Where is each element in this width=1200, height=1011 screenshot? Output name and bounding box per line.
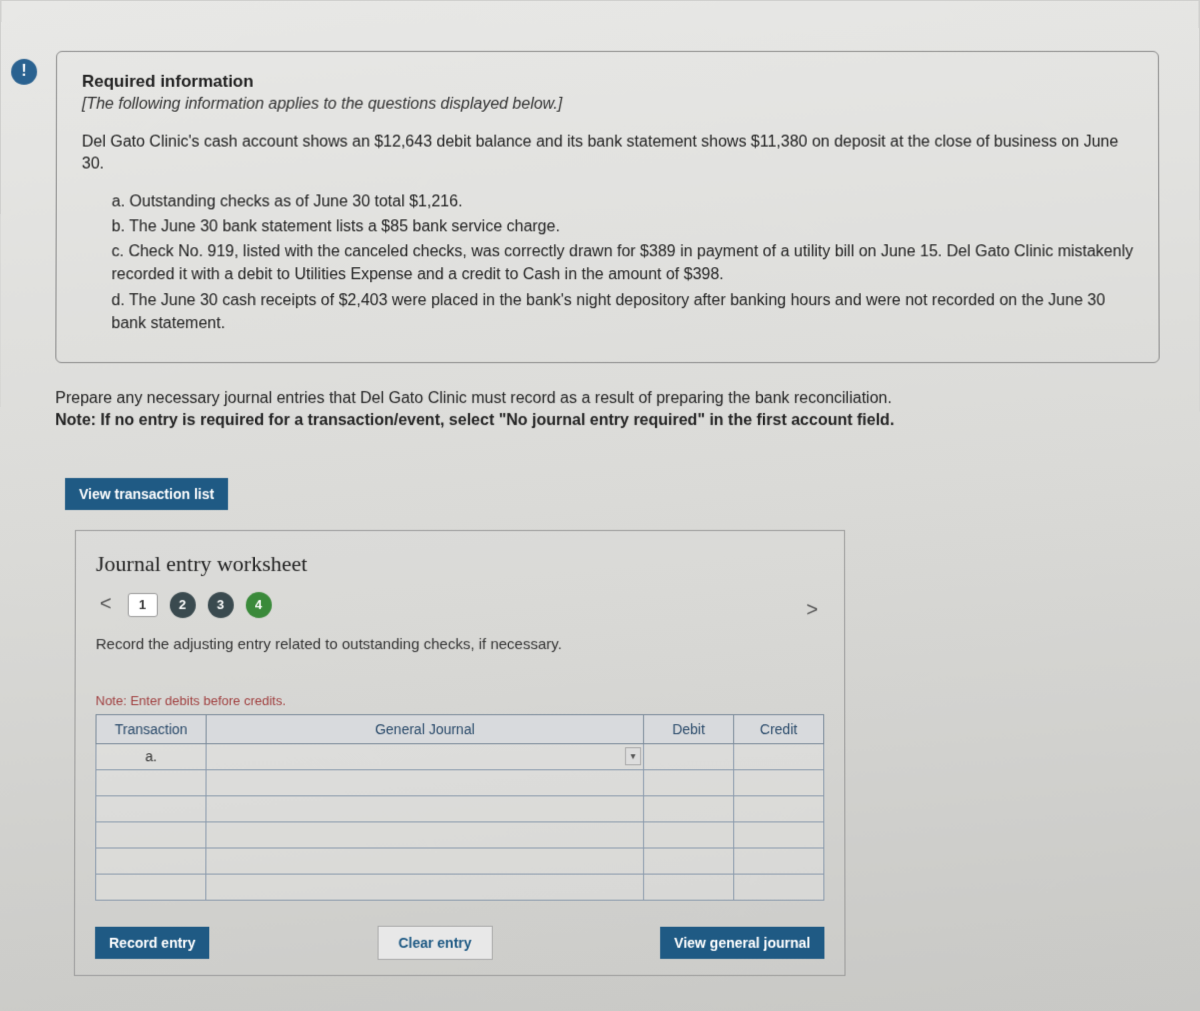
table-row: a. ▾ — [96, 743, 824, 769]
list-item: b. The June 30 bank statement lists a $8… — [112, 215, 1134, 238]
step-1[interactable]: 1 — [127, 593, 157, 617]
general-journal-cell[interactable] — [206, 769, 644, 795]
entry-instruction: Record the adjusting entry related to ou… — [96, 636, 824, 653]
chevron-left-icon[interactable]: < — [96, 593, 116, 616]
debit-cell[interactable] — [644, 822, 734, 848]
table-row — [96, 874, 824, 900]
debit-cell[interactable] — [644, 769, 734, 795]
prepare-line1: Prepare any necessary journal entries th… — [55, 390, 892, 407]
general-journal-cell[interactable]: ▾ — [206, 743, 644, 769]
list-item: d. The June 30 cash receipts of $2,403 w… — [111, 289, 1133, 335]
general-journal-cell[interactable] — [206, 848, 644, 874]
required-information-box: Required information [The following info… — [55, 51, 1159, 363]
list-item: a. Outstanding checks as of June 30 tota… — [112, 190, 1134, 213]
debit-cell[interactable] — [644, 743, 734, 769]
table-row — [96, 848, 824, 874]
step-2[interactable]: 2 — [169, 592, 195, 618]
transaction-cell — [96, 874, 206, 900]
col-debit: Debit — [644, 714, 734, 743]
debit-cell[interactable] — [644, 874, 734, 900]
credit-cell[interactable] — [734, 743, 824, 769]
transaction-cell — [96, 796, 206, 822]
credit-cell[interactable] — [734, 822, 824, 848]
info-badge-icon: ! — [11, 59, 37, 85]
info-list: a. Outstanding checks as of June 30 tota… — [111, 190, 1133, 335]
prepare-note: Note: If no entry is required for a tran… — [55, 412, 894, 429]
transaction-cell — [96, 848, 206, 874]
journal-entry-worksheet: Journal entry worksheet < 1 2 3 4 > Reco… — [74, 530, 846, 976]
view-transaction-list-button[interactable]: View transaction list — [65, 478, 228, 510]
required-info-title: Required information — [82, 72, 1133, 92]
credit-cell[interactable] — [734, 769, 824, 795]
table-row — [96, 822, 824, 848]
chevron-right-icon[interactable]: > — [802, 599, 822, 622]
credit-cell[interactable] — [734, 874, 824, 900]
general-journal-cell[interactable] — [206, 822, 644, 848]
col-transaction: Transaction — [96, 714, 206, 743]
col-credit: Credit — [734, 714, 824, 743]
debit-cell[interactable] — [644, 848, 734, 874]
transaction-cell — [96, 822, 206, 848]
required-info-subtitle: [The following information applies to th… — [82, 96, 1133, 114]
prepare-instructions: Prepare any necessary journal entries th… — [55, 388, 1160, 433]
general-journal-cell[interactable] — [206, 874, 644, 900]
table-row — [96, 769, 824, 795]
dropdown-arrow-icon[interactable]: ▾ — [625, 747, 641, 765]
table-header-row: Transaction General Journal Debit Credit — [96, 714, 824, 743]
credit-cell[interactable] — [734, 796, 824, 822]
intro-paragraph: Del Gato Clinic's cash account shows an … — [82, 132, 1133, 177]
worksheet-action-row: Record entry Clear entry View general jo… — [95, 925, 824, 959]
step-4[interactable]: 4 — [246, 592, 272, 618]
view-general-journal-button[interactable]: View general journal — [660, 926, 824, 958]
list-item: c. Check No. 919, listed with the cancel… — [111, 240, 1133, 286]
record-entry-button[interactable]: Record entry — [95, 926, 210, 958]
transaction-cell: a. — [96, 743, 206, 769]
transaction-cell — [96, 769, 206, 795]
debits-before-credits-note: Note: Enter debits before credits. — [96, 693, 825, 708]
general-journal-cell[interactable] — [206, 796, 644, 822]
step-3[interactable]: 3 — [207, 592, 233, 618]
credit-cell[interactable] — [734, 848, 824, 874]
table-row — [96, 796, 824, 822]
col-general-journal: General Journal — [206, 714, 643, 743]
debit-cell[interactable] — [644, 796, 734, 822]
clear-entry-button[interactable]: Clear entry — [377, 925, 492, 959]
journal-entry-table: Transaction General Journal Debit Credit… — [95, 714, 824, 900]
step-navigator: < 1 2 3 4 — [96, 592, 824, 618]
worksheet-title: Journal entry worksheet — [96, 551, 824, 577]
